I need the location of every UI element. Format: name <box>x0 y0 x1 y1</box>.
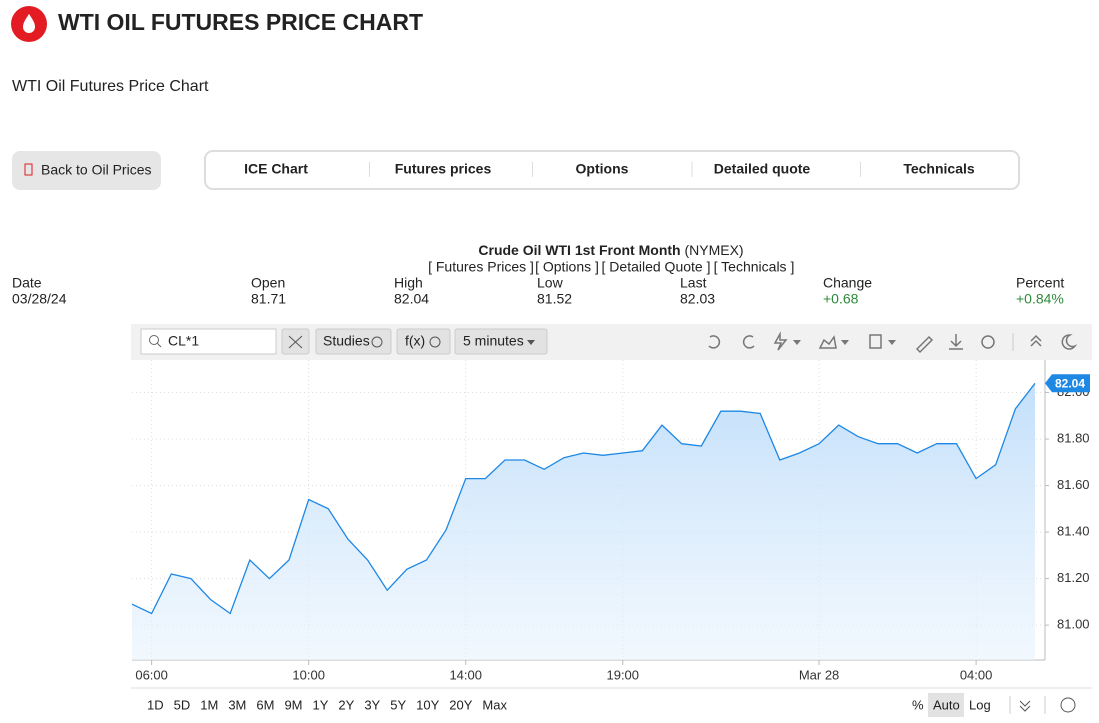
range-button[interactable]: 3Y <box>364 697 380 712</box>
drop-icon <box>23 14 35 33</box>
interval-label[interactable]: 5 minutes <box>463 333 524 349</box>
compare-icon <box>288 335 303 349</box>
chart-type-icon[interactable] <box>818 335 837 349</box>
quote-link[interactable]: [ Futures Prices ] <box>428 259 534 275</box>
field-value: 82.03 <box>680 291 715 307</box>
tab[interactable]: ICE Chart <box>244 161 308 177</box>
page-title: WTI OIL FUTURES PRICE CHART <box>58 9 423 35</box>
quote-exchange: (NYMEX) <box>684 242 743 258</box>
field-label: Percent <box>1016 275 1064 291</box>
functions-button[interactable] <box>396 328 451 355</box>
range-button[interactable]: 1Y <box>313 697 329 712</box>
x-tick-label: 19:00 <box>606 667 639 682</box>
draw-icon[interactable] <box>915 335 934 354</box>
subtitle: WTI Oil Futures Price Chart <box>12 78 209 95</box>
scale-option[interactable]: Auto <box>933 697 960 712</box>
plus-icon <box>371 336 383 348</box>
quote-link[interactable]: [ Technicals ] <box>714 259 795 275</box>
back-icon <box>24 163 33 176</box>
settings-icon[interactable] <box>981 335 995 349</box>
studies-label[interactable]: Studies <box>323 333 370 349</box>
range-button[interactable]: Max <box>482 697 507 712</box>
back-button[interactable] <box>12 151 161 190</box>
tab[interactable]: Futures prices <box>395 161 492 177</box>
field-label: High <box>394 275 423 291</box>
redo-icon[interactable] <box>742 335 755 349</box>
x-tick-label: Mar 28 <box>799 667 839 682</box>
y-tick-label: 81.40 <box>1057 524 1090 539</box>
y-tick-label: 81.20 <box>1057 570 1090 585</box>
x-tick-label: 04:00 <box>960 667 993 682</box>
studies-button[interactable] <box>315 328 392 355</box>
symbol-input[interactable] <box>140 328 277 355</box>
field-label: Last <box>680 275 707 291</box>
field-value: 03/28/24 <box>12 291 67 307</box>
search-icon <box>149 335 159 345</box>
range-button[interactable]: 20Y <box>449 697 472 712</box>
range-button[interactable]: 5D <box>174 697 191 712</box>
field-label: Open <box>251 275 285 291</box>
quote-link[interactable]: [ Detailed Quote ] <box>602 259 711 275</box>
field-value: +0.84% <box>1016 291 1064 307</box>
range-button[interactable]: 1D <box>147 697 164 712</box>
dropdown-icon <box>793 340 801 345</box>
theme-icon[interactable] <box>1061 334 1078 350</box>
plus-icon <box>429 336 441 348</box>
search-icon <box>156 342 162 348</box>
area <box>132 383 1035 660</box>
quote-heading: Crude Oil WTI 1st Front Month (NYMEX) <box>478 242 743 258</box>
line <box>131 382 1036 615</box>
field-value: 81.71 <box>251 291 286 307</box>
range-button[interactable]: 1M <box>200 697 218 712</box>
quote-title: Crude Oil WTI 1st Front Month <box>478 242 680 258</box>
tabs-box <box>204 150 1020 190</box>
x-tick-label: 06:00 <box>135 667 168 682</box>
display-icon[interactable] <box>869 334 882 349</box>
last-price-label: 82.04 <box>1055 376 1085 390</box>
field-label: Date <box>12 275 42 291</box>
range-button[interactable]: 2Y <box>338 697 354 712</box>
dropdown-icon <box>841 340 849 345</box>
download-icon[interactable] <box>949 334 963 350</box>
help-icon[interactable] <box>1060 697 1076 713</box>
range-button[interactable]: 5Y <box>390 697 406 712</box>
tab[interactable]: Options <box>576 161 629 177</box>
dropdown-icon <box>888 340 896 345</box>
field-label: Low <box>537 275 564 291</box>
undo-icon[interactable] <box>708 335 721 349</box>
x-tick-label: 14:00 <box>449 667 482 682</box>
back-label[interactable]: Back to Oil Prices <box>41 162 151 178</box>
collapse-icon[interactable] <box>1030 334 1042 347</box>
interval-button[interactable] <box>454 328 548 355</box>
dropdown-icon <box>527 340 535 345</box>
functions-label[interactable]: f(x) <box>405 333 425 349</box>
events-icon[interactable] <box>773 331 788 351</box>
y-tick-label: 81.60 <box>1057 477 1090 492</box>
tool-icons <box>708 331 1078 354</box>
range-button[interactable]: 9M <box>284 697 302 712</box>
tab[interactable]: Technicals <box>903 161 975 177</box>
field-value: 81.52 <box>537 291 572 307</box>
range-button[interactable]: 6M <box>256 697 274 712</box>
y-tick-label: 81.80 <box>1057 431 1090 446</box>
expand-icon[interactable] <box>1019 700 1031 712</box>
scale-option[interactable]: Log <box>969 697 991 712</box>
field-label: Change <box>823 275 872 291</box>
range-button[interactable]: 3M <box>228 697 246 712</box>
field-value: +0.68 <box>823 291 859 307</box>
tab[interactable]: Detailed quote <box>714 161 811 177</box>
scale-option[interactable]: % <box>912 697 924 712</box>
y-tick-label: 81.00 <box>1057 617 1090 632</box>
x-tick-label: 10:00 <box>292 667 325 682</box>
scale-active <box>928 693 964 717</box>
field-value: 82.04 <box>394 291 429 307</box>
range-button[interactable]: 10Y <box>416 697 439 712</box>
quote-link[interactable]: [ Options ] <box>535 259 599 275</box>
last-price-badge <box>1045 374 1090 393</box>
symbol-text[interactable]: CL*1 <box>168 333 199 349</box>
